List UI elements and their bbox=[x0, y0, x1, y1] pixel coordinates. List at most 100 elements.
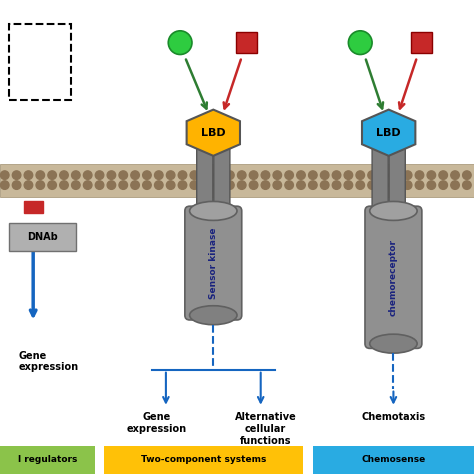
Text: Alternative
cellular
functions: Alternative cellular functions bbox=[235, 412, 296, 446]
Circle shape bbox=[249, 181, 258, 190]
Circle shape bbox=[83, 171, 92, 180]
Polygon shape bbox=[362, 109, 415, 156]
Circle shape bbox=[392, 171, 400, 180]
FancyBboxPatch shape bbox=[365, 206, 422, 348]
Circle shape bbox=[332, 181, 341, 190]
FancyBboxPatch shape bbox=[372, 147, 388, 213]
Circle shape bbox=[368, 181, 376, 190]
Ellipse shape bbox=[370, 201, 417, 220]
Circle shape bbox=[273, 171, 282, 180]
Circle shape bbox=[190, 181, 199, 190]
Circle shape bbox=[403, 181, 412, 190]
FancyBboxPatch shape bbox=[214, 147, 230, 213]
Circle shape bbox=[261, 181, 270, 190]
Text: Chemosense: Chemosense bbox=[361, 456, 426, 464]
Circle shape bbox=[107, 181, 116, 190]
Circle shape bbox=[332, 171, 341, 180]
FancyBboxPatch shape bbox=[411, 32, 432, 53]
Circle shape bbox=[0, 181, 9, 190]
FancyBboxPatch shape bbox=[236, 32, 257, 53]
Circle shape bbox=[95, 181, 104, 190]
Circle shape bbox=[214, 171, 222, 180]
Circle shape bbox=[237, 181, 246, 190]
Circle shape bbox=[119, 181, 128, 190]
Circle shape bbox=[297, 181, 305, 190]
Text: l regulators: l regulators bbox=[18, 456, 77, 464]
Circle shape bbox=[451, 181, 459, 190]
Circle shape bbox=[344, 171, 353, 180]
Circle shape bbox=[202, 181, 210, 190]
Circle shape bbox=[439, 171, 447, 180]
Circle shape bbox=[451, 171, 459, 180]
Circle shape bbox=[48, 171, 56, 180]
Circle shape bbox=[380, 171, 388, 180]
Circle shape bbox=[83, 181, 92, 190]
Circle shape bbox=[48, 181, 56, 190]
Circle shape bbox=[72, 181, 80, 190]
FancyBboxPatch shape bbox=[0, 164, 474, 197]
Circle shape bbox=[309, 171, 317, 180]
Circle shape bbox=[190, 171, 199, 180]
Text: LBD: LBD bbox=[376, 128, 401, 138]
Text: Chemotaxis: Chemotaxis bbox=[361, 412, 426, 422]
Circle shape bbox=[415, 181, 424, 190]
Circle shape bbox=[24, 171, 33, 180]
Circle shape bbox=[368, 171, 376, 180]
Circle shape bbox=[166, 171, 175, 180]
Circle shape bbox=[155, 171, 163, 180]
FancyBboxPatch shape bbox=[9, 223, 76, 251]
Circle shape bbox=[348, 31, 372, 55]
Circle shape bbox=[226, 171, 234, 180]
Circle shape bbox=[24, 181, 33, 190]
Circle shape bbox=[143, 171, 151, 180]
Circle shape bbox=[309, 181, 317, 190]
Circle shape bbox=[273, 181, 282, 190]
Circle shape bbox=[131, 181, 139, 190]
Text: Sensor kinase: Sensor kinase bbox=[209, 228, 218, 299]
Circle shape bbox=[226, 181, 234, 190]
Text: chemoreceptor: chemoreceptor bbox=[389, 239, 398, 316]
Circle shape bbox=[356, 171, 365, 180]
FancyBboxPatch shape bbox=[104, 446, 303, 474]
Circle shape bbox=[320, 171, 329, 180]
Circle shape bbox=[72, 171, 80, 180]
Circle shape bbox=[36, 181, 45, 190]
Circle shape bbox=[119, 171, 128, 180]
FancyBboxPatch shape bbox=[0, 446, 95, 474]
Circle shape bbox=[356, 181, 365, 190]
Circle shape bbox=[392, 181, 400, 190]
FancyBboxPatch shape bbox=[24, 201, 43, 213]
Text: Two-component systems: Two-component systems bbox=[141, 456, 266, 464]
Circle shape bbox=[439, 181, 447, 190]
Text: DNAb: DNAb bbox=[27, 232, 58, 242]
Text: LBD: LBD bbox=[201, 128, 226, 138]
Circle shape bbox=[249, 171, 258, 180]
Circle shape bbox=[131, 171, 139, 180]
Circle shape bbox=[427, 181, 436, 190]
Circle shape bbox=[237, 171, 246, 180]
Circle shape bbox=[380, 181, 388, 190]
FancyBboxPatch shape bbox=[313, 446, 474, 474]
Text: Gene
expression: Gene expression bbox=[127, 412, 186, 434]
Circle shape bbox=[36, 171, 45, 180]
Circle shape bbox=[168, 31, 192, 55]
Circle shape bbox=[403, 171, 412, 180]
Circle shape bbox=[344, 181, 353, 190]
Ellipse shape bbox=[370, 334, 417, 353]
FancyBboxPatch shape bbox=[185, 206, 242, 320]
Circle shape bbox=[107, 171, 116, 180]
Circle shape bbox=[166, 181, 175, 190]
Circle shape bbox=[143, 181, 151, 190]
Circle shape bbox=[320, 181, 329, 190]
Circle shape bbox=[12, 181, 21, 190]
Circle shape bbox=[202, 171, 210, 180]
Circle shape bbox=[261, 171, 270, 180]
Circle shape bbox=[60, 181, 68, 190]
Circle shape bbox=[285, 181, 293, 190]
Circle shape bbox=[415, 171, 424, 180]
Circle shape bbox=[0, 171, 9, 180]
Circle shape bbox=[60, 171, 68, 180]
Circle shape bbox=[95, 171, 104, 180]
Circle shape bbox=[297, 171, 305, 180]
Circle shape bbox=[463, 181, 471, 190]
